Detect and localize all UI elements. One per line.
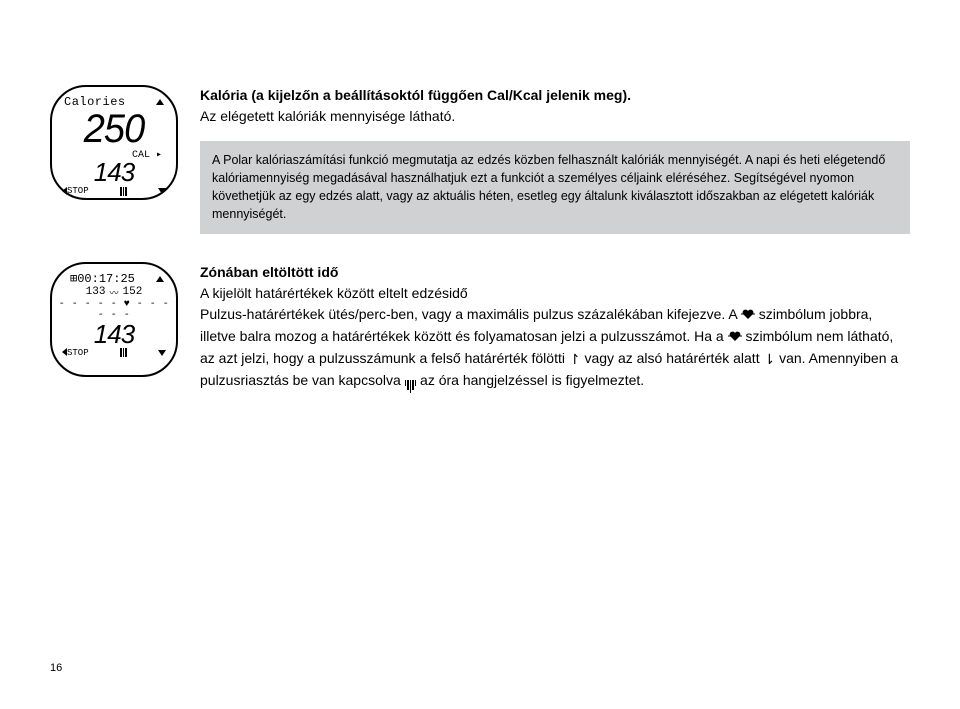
text-column-1: Kalória (a kijelzőn a beállításoktól füg… <box>200 85 910 234</box>
arrow-up-icon: ↾ <box>569 349 581 371</box>
sound-icon <box>405 380 417 393</box>
page-content: Calories 250 CAL ▸ 143 STOP Kalória (a k… <box>50 85 910 393</box>
text-column-2: Zónában eltöltött idő A kijelölt határér… <box>200 262 910 394</box>
triangle-up-icon <box>156 276 164 282</box>
watch-zone-indicator: - - - - - ♥ - - - - - - <box>58 299 170 321</box>
signal-icon <box>120 187 127 196</box>
triangle-down-icon <box>158 188 166 194</box>
watch-limits: 133 〰 152 <box>58 286 170 299</box>
triangle-down-icon <box>158 350 166 356</box>
section-kaloria: Calories 250 CAL ▸ 143 STOP Kalória (a k… <box>50 85 910 234</box>
heart-rate-icon <box>741 308 755 320</box>
watch-time: ⊞00:17:25 <box>64 271 135 286</box>
watch-value-big: 250 <box>61 109 167 149</box>
arrow-down-icon: ⇂ <box>763 349 775 371</box>
watch-display-calories: Calories 250 CAL ▸ 143 STOP <box>50 85 178 234</box>
watch-value-mid: 143 <box>58 321 170 347</box>
watch-stop-label: STOP <box>62 186 89 196</box>
watch-face: Calories 250 CAL ▸ 143 STOP <box>50 85 178 200</box>
watch-value-mid: 143 <box>58 159 170 185</box>
gray-info-box: A Polar kalóriaszámítási funkció megmuta… <box>200 141 910 234</box>
watch-display-zone: ⊞00:17:25 133 〰 152 - - - - - ♥ - - - - … <box>50 262 178 394</box>
line-kaloria-desc: Az elégetett kalóriák mennyisége látható… <box>200 106 910 127</box>
signal-icon <box>120 348 127 357</box>
body-text-zona: A kijelölt határértékek között eltelt ed… <box>200 283 910 394</box>
triangle-up-icon <box>156 99 164 105</box>
heading-zona: Zónában eltöltött idő <box>200 262 910 283</box>
section-zona: ⊞00:17:25 133 〰 152 - - - - - ♥ - - - - … <box>50 262 910 394</box>
watch-stop-label: STOP <box>62 348 89 358</box>
watch-face: ⊞00:17:25 133 〰 152 - - - - - ♥ - - - - … <box>50 262 178 377</box>
heading-kaloria: Kalória (a kijelzőn a beállításoktól füg… <box>200 85 910 106</box>
page-number: 16 <box>50 662 62 674</box>
heart-rate-icon <box>728 330 742 342</box>
